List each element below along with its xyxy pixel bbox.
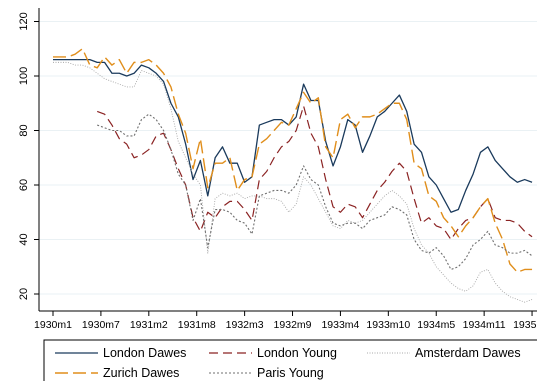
x-tick-label: 1935m6 (513, 319, 537, 331)
legend-label: London Young (257, 346, 337, 360)
series-line-london-young (97, 105, 533, 241)
legend-label: London Dawes (103, 346, 186, 360)
x-tick-label: 1934m11 (463, 319, 506, 331)
x-tick-label: 1933m4 (321, 319, 359, 331)
x-tick-label: 1933m10 (366, 319, 410, 331)
axes: 20 40 60 80 100 120 1930m1 1930m7 1931m2 1931m8 19… (18, 8, 537, 331)
x-tick-label: 1932m3 (226, 319, 264, 331)
legend-label: Paris Young (257, 366, 324, 380)
y-tick-label: 100 (18, 67, 30, 85)
y-tick-label: 40 (18, 233, 30, 245)
legend-label: Zurich Dawes (103, 366, 179, 380)
legend: London Dawes London Young Amsterdam Dawes Z… (43, 339, 537, 383)
gridlines (39, 21, 537, 295)
y-tick-label: 80 (18, 124, 30, 136)
x-tick-label: 1931m2 (130, 319, 168, 331)
x-tick-label: 1932m9 (274, 319, 312, 331)
series-line-amsterdam-dawes (53, 61, 533, 303)
series-line-london-dawes (53, 59, 533, 213)
y-tick-label: 20 (18, 288, 30, 300)
x-tick-label: 1931m8 (178, 319, 216, 331)
x-tick-label: 1930m1 (34, 319, 72, 331)
x-tick-label: 1930m7 (82, 319, 120, 331)
y-tick-label: 60 (18, 179, 30, 191)
y-tick-label: 120 (18, 12, 30, 30)
series-line-zurich-dawes (53, 48, 533, 273)
legend-label: Amsterdam Dawes (415, 346, 521, 360)
series-line-paris-young (97, 113, 533, 271)
legend-box (43, 339, 537, 383)
series-lines (53, 48, 533, 303)
plot-frame (39, 8, 537, 311)
x-tick-label: 1934m5 (417, 319, 455, 331)
